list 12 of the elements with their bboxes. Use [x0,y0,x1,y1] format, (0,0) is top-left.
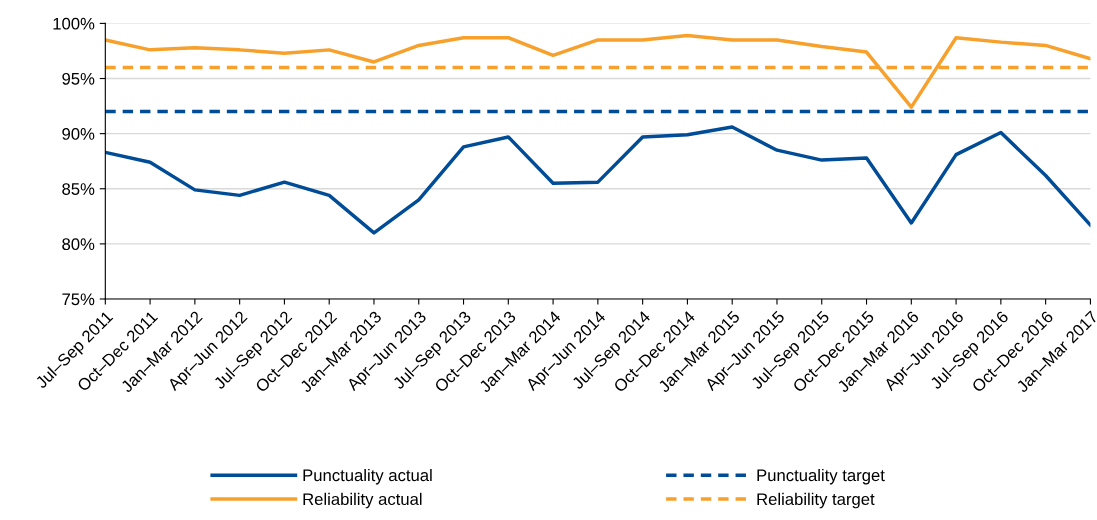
y-tick-label: 85% [62,183,95,195]
y-tick-label: 80% [62,238,95,251]
y-tick-label: 95% [62,72,95,85]
y-tick-label: 100% [53,17,95,30]
line-series [105,125,1091,235]
line-series [105,33,1091,109]
legend-label: Punctuality actual [303,468,432,485]
legend-label: Punctuality target [757,468,885,485]
y-tick-label: 75% [62,293,95,306]
legend-label: Reliability target [757,492,875,509]
legend-label: Reliability actual [303,492,422,509]
y-tick-label: 90% [62,128,95,140]
